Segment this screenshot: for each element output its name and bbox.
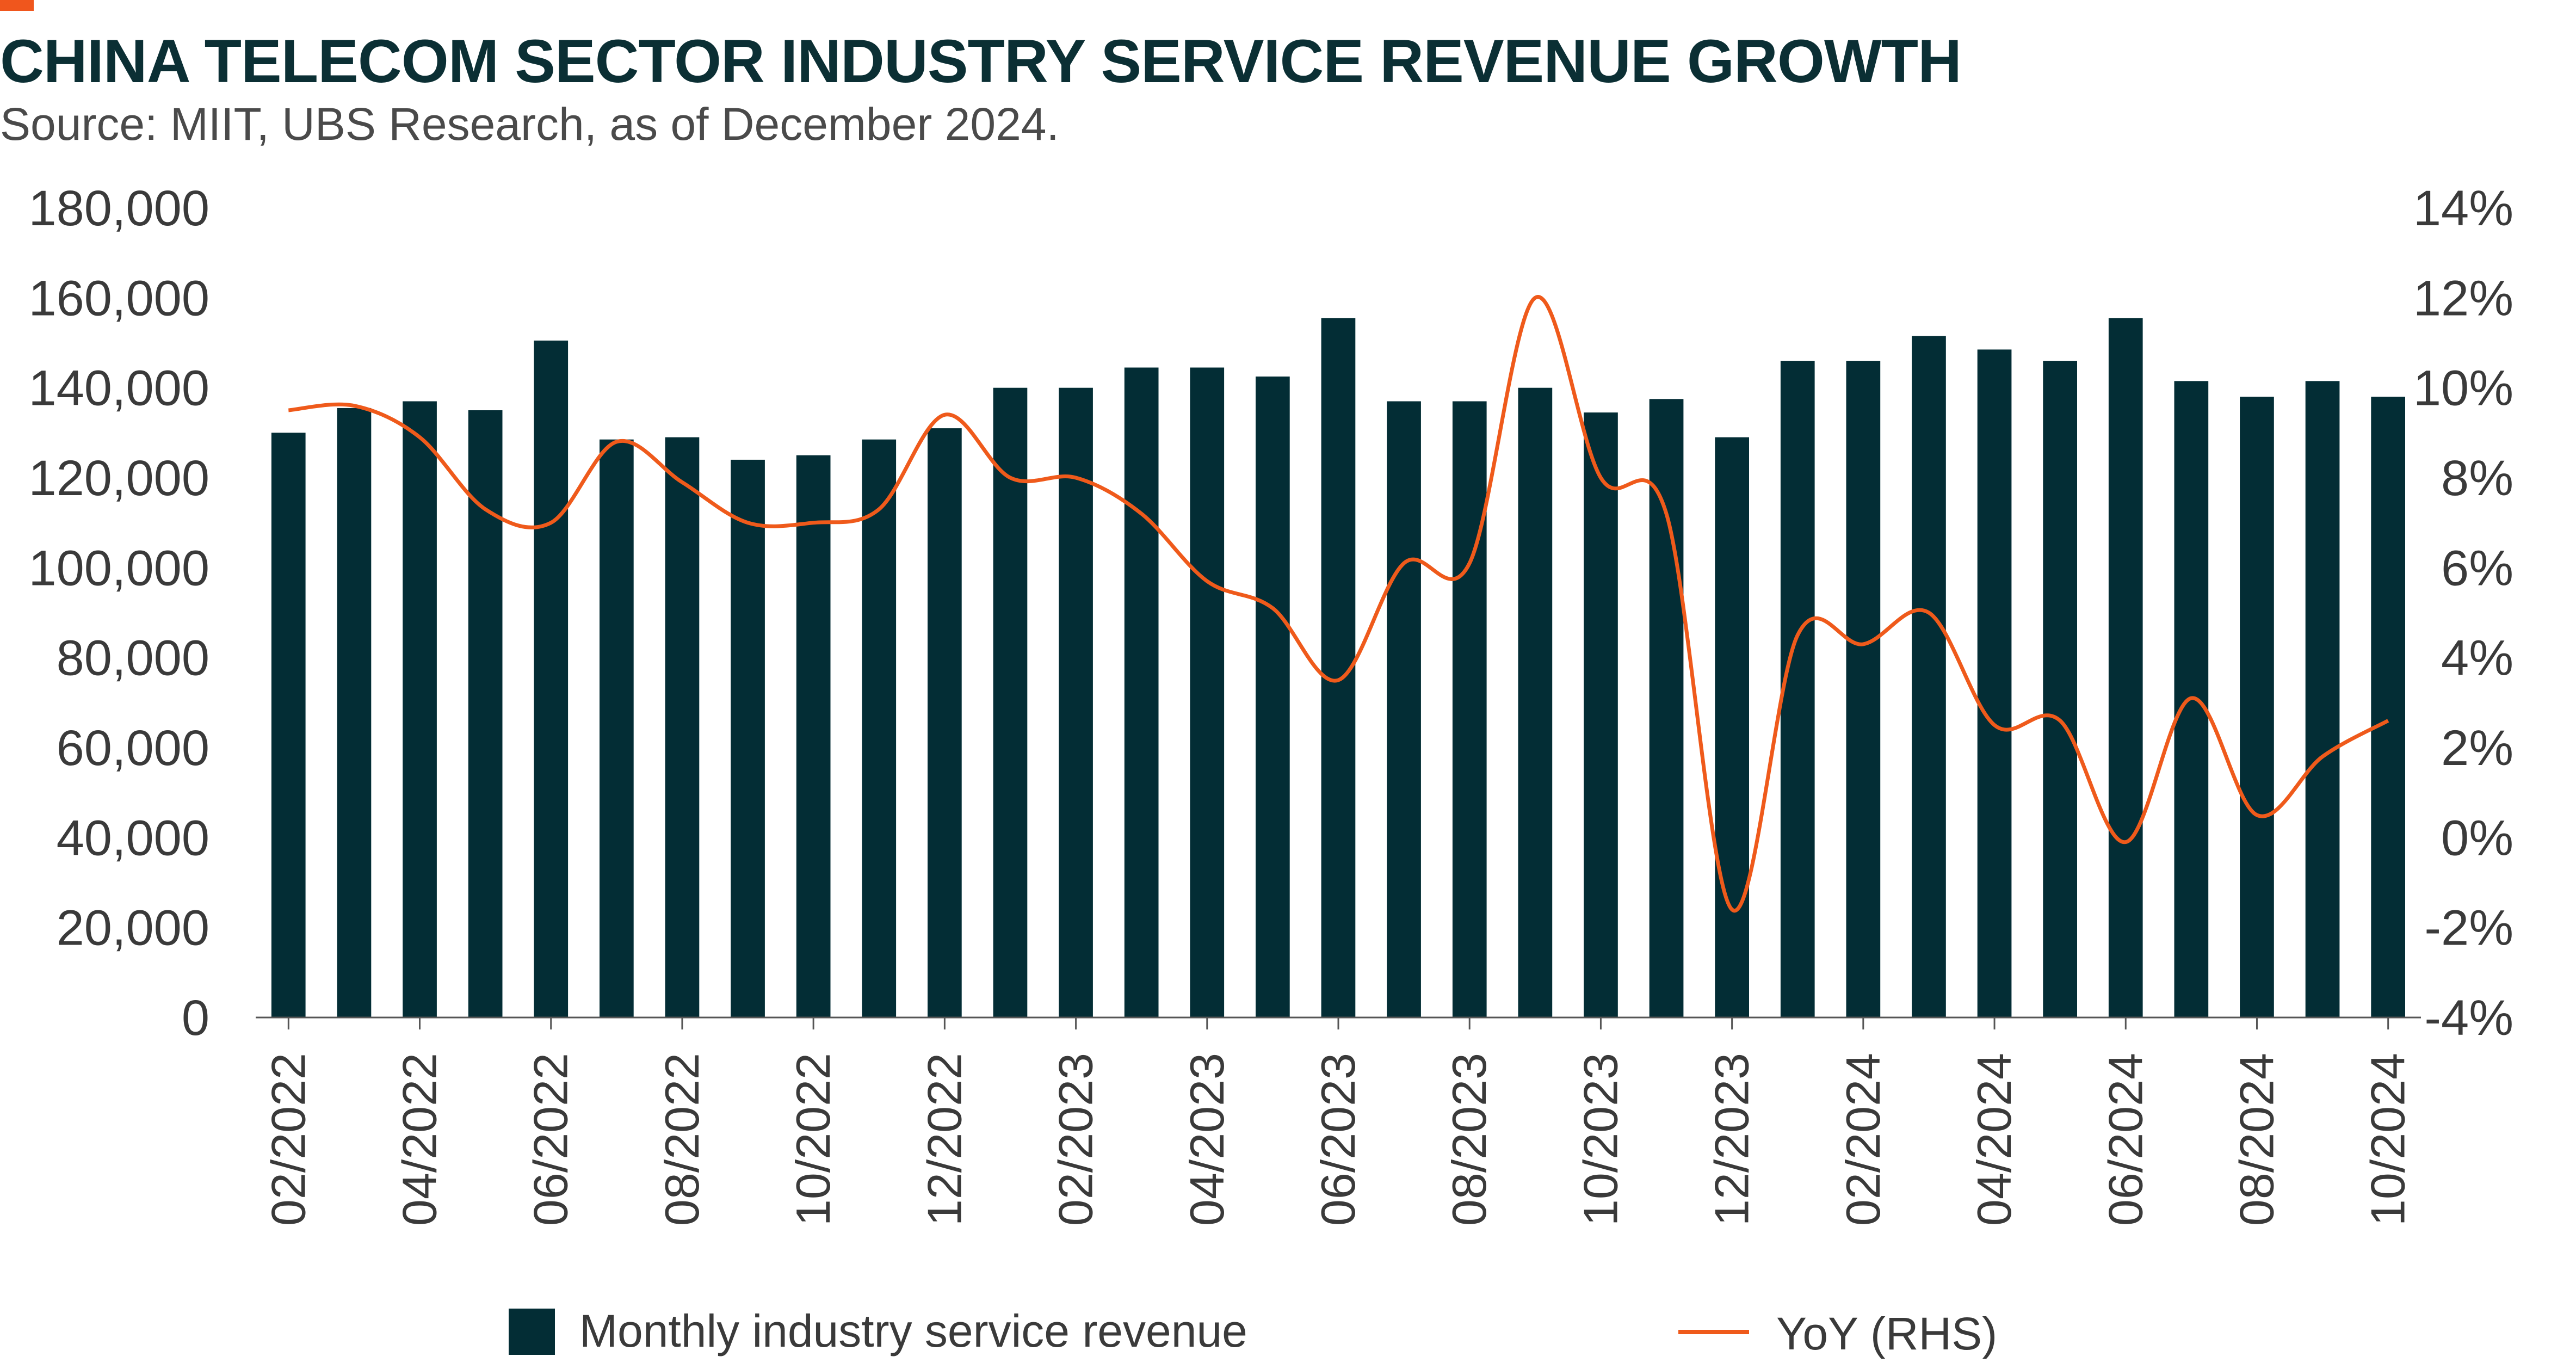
y2-tick-label: 8% xyxy=(2441,451,2513,506)
bar-06/2024 xyxy=(2108,318,2143,1017)
x-tick-label: 06/2024 xyxy=(2098,1053,2152,1226)
y-tick-label: 140,000 xyxy=(28,361,209,416)
y-tick-label: 100,000 xyxy=(28,540,209,596)
bar-07/2022 xyxy=(600,439,634,1018)
bar-04/2023 xyxy=(1190,367,1225,1017)
x-tick-label: 10/2023 xyxy=(1573,1053,1627,1226)
x-tick-label: 08/2024 xyxy=(2229,1053,2283,1226)
bar-08/2022 xyxy=(665,437,700,1017)
y2-tick-label: 10% xyxy=(2413,361,2513,416)
bar-01/2023 xyxy=(993,387,1028,1018)
y-tick-label: 40,000 xyxy=(57,810,209,866)
y2-tick-label: -4% xyxy=(2424,990,2513,1046)
y2-tick-label: 4% xyxy=(2441,631,2513,686)
bar-05/2024 xyxy=(2043,361,2077,1017)
x-tick-label: 06/2023 xyxy=(1311,1053,1365,1226)
x-tick-label: 10/2024 xyxy=(2361,1053,2415,1226)
bar-06/2022 xyxy=(534,340,569,1017)
x-tick-label: 04/2024 xyxy=(1967,1053,2021,1226)
y2-tick-label: 2% xyxy=(2441,720,2513,776)
bar-11/2022 xyxy=(862,439,897,1018)
bar-03/2023 xyxy=(1124,367,1159,1017)
y-axis-right: -4% -2% 0% 2% 4% 6% 8% 10% 12% 14% xyxy=(2413,181,2513,1046)
y2-tick-label: 6% xyxy=(2441,540,2513,596)
y-tick-label: 20,000 xyxy=(57,901,209,956)
chart-title: CHINA TELECOM SECTOR INDUSTRY SERVICE RE… xyxy=(0,27,1962,95)
x-tick-label: 04/2022 xyxy=(393,1053,447,1226)
y2-tick-label: 14% xyxy=(2413,181,2513,236)
bar-04/2024 xyxy=(1977,349,2012,1017)
y-tick-label: 60,000 xyxy=(57,720,209,776)
legend-swatch-revenue xyxy=(509,1309,555,1355)
chart-subtitle: Source: MIIT, UBS Research, as of Decemb… xyxy=(0,98,1059,150)
bar-10/2024 xyxy=(2371,397,2405,1018)
bar-04/2022 xyxy=(403,401,437,1017)
bar-03/2022 xyxy=(337,408,372,1017)
y-tick-label: 80,000 xyxy=(57,631,209,686)
bar-07/2023 xyxy=(1387,401,1421,1017)
bar-08/2024 xyxy=(2240,397,2274,1018)
bar-01/2024 xyxy=(1780,361,1815,1017)
line-series xyxy=(288,295,2389,913)
bar-10/2022 xyxy=(796,455,831,1018)
x-tick-label: 12/2022 xyxy=(917,1053,971,1226)
y-tick-label: 160,000 xyxy=(28,270,209,326)
y-tick-label: 180,000 xyxy=(28,181,209,236)
y-axis-left: 0 20,000 40,000 60,000 80,000 100,000 120,000 1… xyxy=(28,181,209,1046)
accent-bar xyxy=(0,0,34,11)
legend-label-revenue: Monthly industry service revenue xyxy=(579,1305,1247,1356)
x-tick-label: 12/2023 xyxy=(1705,1053,1759,1226)
x-tick-label: 08/2022 xyxy=(655,1053,709,1226)
x-tick-label: 02/2023 xyxy=(1049,1053,1103,1226)
yoy-line xyxy=(288,295,2389,913)
bar-12/2023 xyxy=(1715,437,1749,1017)
x-tick-label: 10/2022 xyxy=(786,1053,840,1226)
bar-08/2023 xyxy=(1452,401,1487,1017)
x-tick-label: 06/2022 xyxy=(524,1053,578,1226)
bar-02/2023 xyxy=(1059,387,1093,1018)
x-tick-label: 02/2022 xyxy=(261,1053,315,1226)
x-tick-label: 04/2023 xyxy=(1180,1053,1234,1226)
y-tick-label: 120,000 xyxy=(28,451,209,506)
y2-tick-label: 0% xyxy=(2441,810,2513,866)
bar-09/2024 xyxy=(2305,381,2340,1017)
legend: Monthly industry service revenue YoY (RH… xyxy=(509,1305,1997,1359)
bar-02/2024 xyxy=(1846,361,1881,1017)
bar-09/2022 xyxy=(731,459,765,1017)
bar-12/2022 xyxy=(928,428,962,1017)
bar-10/2023 xyxy=(1584,412,1618,1017)
y2-tick-label: 12% xyxy=(2413,270,2513,326)
bar-series xyxy=(271,318,2405,1018)
x-tick-label: 08/2023 xyxy=(1442,1053,1496,1226)
y2-tick-label: -2% xyxy=(2424,901,2513,956)
bar-03/2024 xyxy=(1912,336,1946,1017)
x-axis: 02/2022 04/2022 06/2022 08/2022 10/2022 12/20… xyxy=(261,1017,2415,1226)
x-tick-label: 02/2024 xyxy=(1836,1053,1890,1226)
bar-09/2023 xyxy=(1518,387,1553,1018)
bar-02/2022 xyxy=(271,433,306,1017)
y-tick-label: 0 xyxy=(182,990,209,1046)
bar-05/2023 xyxy=(1256,377,1290,1017)
bar-11/2023 xyxy=(1649,399,1684,1017)
legend-label-yoy: YoY (RHS) xyxy=(1776,1308,1997,1359)
